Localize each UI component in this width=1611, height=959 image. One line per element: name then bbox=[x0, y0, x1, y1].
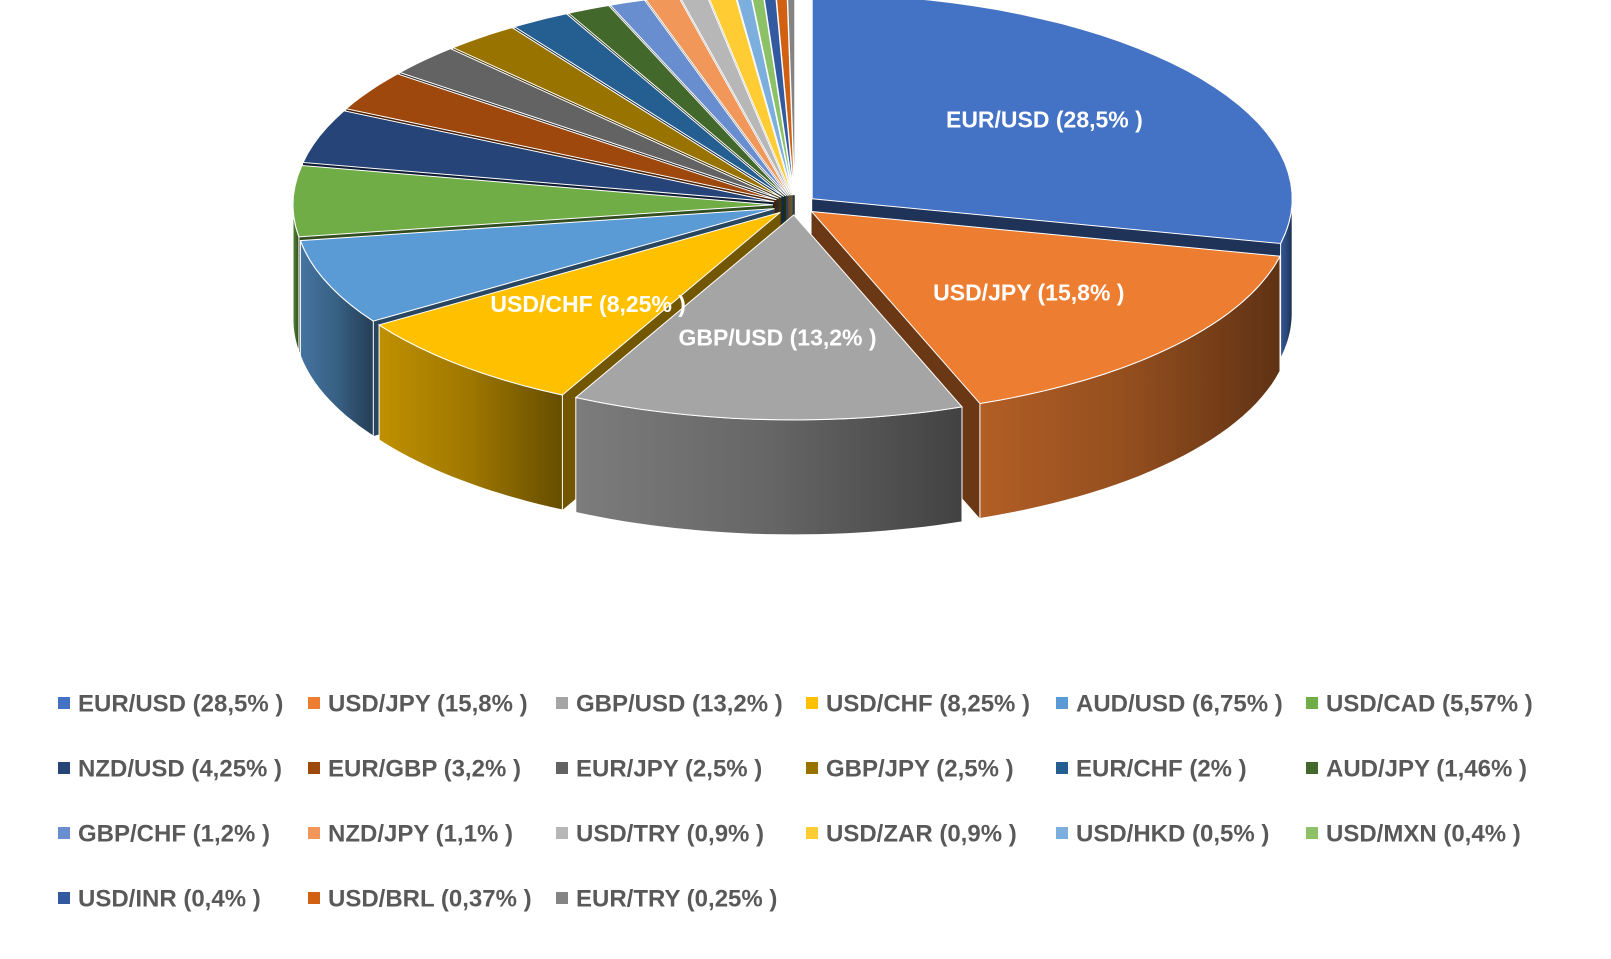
slice-label-gbp-usd: GBP/USD (13,2% ) bbox=[678, 325, 876, 351]
slice-usd-jpy bbox=[810, 210, 1281, 405]
legend-swatch bbox=[58, 826, 70, 839]
legend-swatch bbox=[1306, 696, 1318, 709]
legend-item-gbp-chf: GBP/CHF (1,2% ) bbox=[58, 820, 270, 848]
slice-usd-hkd bbox=[736, 0, 794, 196]
slice-usd-brl bbox=[776, 0, 795, 196]
legend-item-usd-try: USD/TRY (0,9% ) bbox=[556, 820, 764, 848]
legend-swatch bbox=[308, 826, 320, 839]
legend-swatch bbox=[556, 761, 568, 774]
legend-swatch bbox=[308, 891, 320, 904]
legend-item-usd-hkd: USD/HKD (0,5% ) bbox=[1056, 820, 1269, 848]
legend-swatch bbox=[556, 891, 568, 904]
slice-usd-mxn bbox=[751, 0, 794, 196]
legend-swatch bbox=[308, 696, 320, 709]
legend-label: EUR/USD (28,5% ) bbox=[78, 690, 284, 718]
legend-label: USD/CAD (5,57% ) bbox=[1326, 690, 1533, 718]
legend-label: EUR/CHF (2% ) bbox=[1076, 755, 1247, 783]
legend-item-usd-zar: USD/ZAR (0,9% ) bbox=[806, 820, 1017, 848]
legend-swatch bbox=[556, 826, 568, 839]
legend-swatch bbox=[806, 696, 818, 709]
legend-label: AUD/USD (6,75% ) bbox=[1076, 690, 1283, 718]
legend-label: GBP/CHF (1,2% ) bbox=[78, 820, 271, 848]
legend-item-eur-gbp: EUR/GBP (3,2% ) bbox=[308, 755, 521, 783]
legend-label: USD/BRL (0,37% ) bbox=[328, 885, 532, 913]
legend-label: GBP/USD (13,2% ) bbox=[576, 690, 783, 718]
slice-aud-usd bbox=[299, 208, 775, 322]
slice-aud-jpy bbox=[567, 4, 787, 197]
legend-swatch bbox=[58, 696, 70, 709]
legend-label: EUR/JPY (2,5% ) bbox=[576, 755, 763, 783]
legend-label: USD/MXN (0,4% ) bbox=[1326, 820, 1521, 848]
pie-chart: EUR/USD (28,5% ) USD/JPY (15,8% ) GBP/USD … bbox=[292, 0, 1293, 536]
slice-eur-chf bbox=[513, 13, 785, 197]
legend-item-gbp-jpy: GBP/JPY (2,5% ) bbox=[806, 755, 1014, 783]
legend-item-gbp-usd: GBP/USD (13,2% ) bbox=[556, 690, 783, 718]
legend-label: NZD/USD (4,25% ) bbox=[78, 755, 283, 783]
slice-gbp-usd bbox=[574, 214, 963, 421]
legend-item-usd-chf: USD/CHF (8,25% ) bbox=[806, 690, 1030, 718]
legend-item-eur-jpy: EUR/JPY (2,5% ) bbox=[556, 755, 762, 783]
slice-label-usd-jpy: USD/JPY (15,8% ) bbox=[933, 279, 1124, 305]
legend-swatch bbox=[1306, 761, 1318, 774]
legend-label: USD/ZAR (0,9% ) bbox=[826, 820, 1017, 848]
legend-item-usd-inr: USD/INR (0,4% ) bbox=[58, 885, 261, 913]
legend-label: USD/TRY (0,9% ) bbox=[576, 820, 765, 848]
legend-item-usd-jpy: USD/JPY (15,8% ) bbox=[308, 690, 528, 718]
slice-eur-usd bbox=[811, 0, 1293, 245]
legend-label: GBP/JPY (2,5% ) bbox=[826, 755, 1014, 783]
legend-swatch bbox=[1306, 826, 1318, 839]
legend-item-aud-jpy: AUD/JPY (1,46% ) bbox=[1306, 755, 1527, 783]
legend-item-usd-mxn: USD/MXN (0,4% ) bbox=[1306, 820, 1521, 848]
slice-eur-try bbox=[787, 0, 796, 196]
legend-swatch bbox=[806, 761, 818, 774]
legend-swatch bbox=[1056, 761, 1068, 774]
slice-nzd-usd bbox=[302, 110, 775, 203]
slice-usd-chf bbox=[377, 211, 781, 396]
legend-swatch bbox=[1056, 696, 1068, 709]
legend-swatch bbox=[58, 761, 70, 774]
legend-label: AUD/JPY (1,46% ) bbox=[1326, 755, 1527, 783]
slice-label-eur-usd: EUR/USD (28,5% ) bbox=[946, 106, 1143, 132]
legend-item-aud-usd: AUD/USD (6,75% ) bbox=[1056, 690, 1283, 718]
slice-eur-jpy bbox=[398, 48, 779, 199]
legend-item-eur-chf: EUR/CHF (2% ) bbox=[1056, 755, 1247, 783]
slice-nzd-jpy bbox=[645, 0, 790, 196]
legend-swatch bbox=[1056, 826, 1068, 839]
slice-usd-inr bbox=[764, 0, 795, 196]
legend-swatch bbox=[556, 696, 568, 709]
legend-item-usd-cad: USD/CAD (5,57% ) bbox=[1306, 690, 1533, 718]
slice-gbp-chf bbox=[609, 0, 789, 197]
legend-item-usd-brl: USD/BRL (0,37% ) bbox=[308, 885, 532, 913]
legend-item-eur-usd: EUR/USD (28,5% ) bbox=[58, 690, 283, 718]
pie-chart-svg: EUR/USD (28,5% ) USD/JPY (15,8% ) GBP/USD … bbox=[292, 0, 1293, 536]
slice-usd-cad bbox=[292, 164, 774, 238]
legend-label: EUR/TRY (0,25% ) bbox=[576, 885, 778, 913]
legend-label: USD/CHF (8,25% ) bbox=[826, 690, 1031, 718]
slice-label-usd-chf: USD/CHF (8,25% ) bbox=[490, 291, 686, 317]
legend-swatch bbox=[308, 761, 320, 774]
legend-label: USD/INR (0,4% ) bbox=[78, 885, 261, 913]
legend-item-eur-try: EUR/TRY (0,25% ) bbox=[556, 885, 777, 913]
legend-swatch bbox=[806, 826, 818, 839]
legend-label: USD/HKD (0,5% ) bbox=[1076, 820, 1270, 848]
legend-swatch bbox=[58, 891, 70, 904]
legend-item-nzd-jpy: NZD/JPY (1,1% ) bbox=[308, 820, 513, 848]
legend-label: USD/JPY (15,8% ) bbox=[328, 690, 528, 718]
legend-item-nzd-usd: NZD/USD (4,25% ) bbox=[58, 755, 282, 783]
slice-usd-zar bbox=[709, 0, 793, 196]
legend-label: EUR/GBP (3,2% ) bbox=[328, 755, 521, 783]
slice-eur-gbp bbox=[345, 73, 777, 201]
legend-label: NZD/JPY (1,1% ) bbox=[328, 820, 513, 848]
slice-gbp-jpy bbox=[451, 27, 782, 198]
